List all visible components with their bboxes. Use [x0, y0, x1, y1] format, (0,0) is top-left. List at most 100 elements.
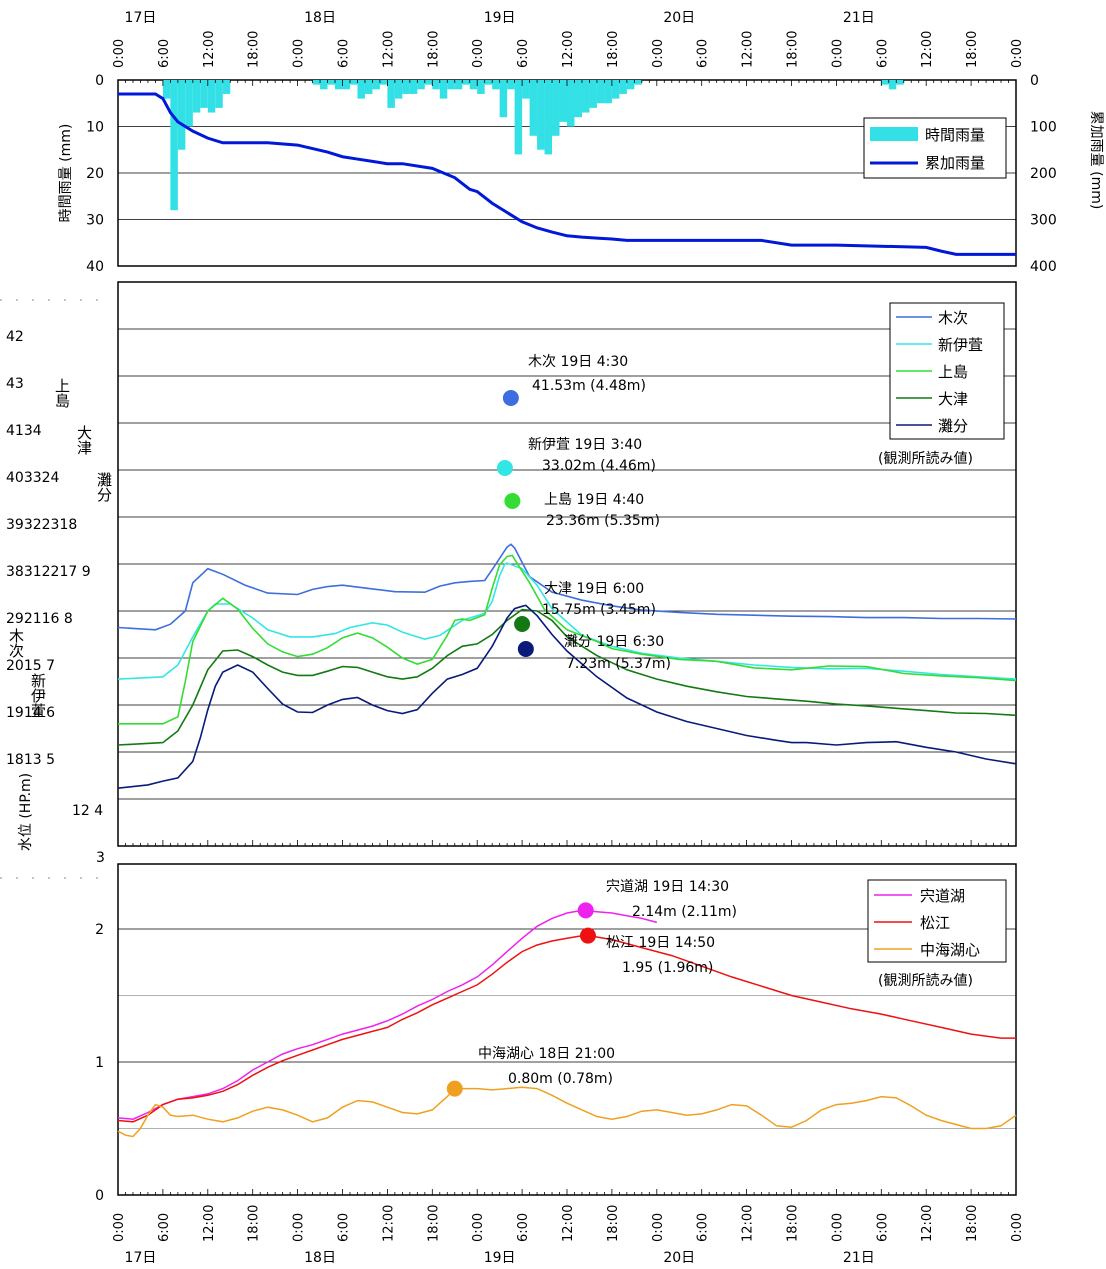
rainfall-bar	[222, 80, 231, 94]
bottom-time-tick-label: 18:00	[965, 1205, 980, 1242]
bottom-time-tick-label: 0:00	[471, 1213, 486, 1242]
rainfall-bar	[364, 80, 373, 94]
rain-ylabel-right: 累加雨量 (mm)	[1088, 111, 1104, 210]
rainfall-bar	[514, 80, 523, 155]
rainfall-bar	[484, 80, 493, 85]
rainfall-bar	[454, 80, 463, 90]
rainfall-bar	[881, 80, 889, 85]
river-ytick: 292116 8	[6, 611, 73, 627]
top-time-tick-label: 12:00	[920, 31, 935, 68]
legend-label: 大津	[938, 390, 968, 408]
bottom-time-tick-label: 6:00	[337, 1213, 352, 1242]
top-time-tick-label: 12:00	[741, 31, 756, 68]
bottom-time-tick-label: 12:00	[561, 1205, 576, 1242]
rainfall-bar	[162, 80, 171, 99]
top-time-tick-label: 0:00	[471, 39, 486, 68]
lake-ytick: 0	[95, 1188, 104, 1204]
top-day-label: 20日	[663, 10, 695, 26]
rainfall-bar	[357, 80, 365, 99]
rainfall-bar	[312, 80, 321, 85]
rainfall-bar	[327, 80, 336, 85]
rainfall-bar	[469, 80, 478, 90]
peak-value: 41.53m (4.48m)	[532, 378, 646, 394]
legend-label: 松江	[920, 914, 950, 932]
peak-label: 灘分 19日 6:30	[564, 634, 664, 650]
top-time-tick-label: 0:00	[830, 39, 845, 68]
rainfall-bar	[192, 80, 201, 113]
river-ytick: 12 4	[72, 803, 103, 819]
top-time-tick-label: 6:00	[516, 39, 531, 68]
legend-note: (観測所読み値)	[878, 972, 973, 989]
peak-value: 33.02m (4.46m)	[542, 458, 656, 474]
rainfall-bar	[619, 80, 627, 94]
rain-ytick-left: 20	[86, 166, 104, 182]
top-time-tick-label: 12:00	[561, 31, 576, 68]
bottom-day-label: 18日	[304, 1250, 336, 1266]
rain-ytick-right: 0	[1030, 73, 1039, 89]
rainfall-bar	[200, 80, 208, 108]
peak-marker	[517, 641, 534, 657]
peak-value: 1.95 (1.96m)	[622, 960, 713, 976]
peak-value: 23.36m (5.35m)	[546, 513, 660, 529]
river-ytick: 4134	[6, 423, 42, 439]
legend-label: 灘分	[938, 417, 968, 435]
rainfall-bar	[387, 80, 395, 108]
peak-label: 宍道湖 19日 14:30	[606, 879, 729, 895]
rainfall-bar	[335, 80, 343, 90]
bottom-day-label: 19日	[484, 1250, 516, 1266]
top-time-tick-label: 18:00	[786, 31, 801, 68]
rainfall-bar	[544, 80, 553, 155]
river-panel: 42 43 4134 403324 39322318 38312217 9 292116 8…	[0, 281, 1017, 879]
rainfall-bar	[477, 80, 485, 94]
cumulative-rainfall-line	[118, 92, 1016, 256]
peak-label: 木次 19日 4:30	[528, 354, 628, 370]
rain-ylabel-left: 時間雨量 (mm)	[58, 124, 74, 223]
legend-label: 累加雨量	[925, 154, 985, 172]
river-ylabel: 水位 (HP.m)	[18, 773, 34, 851]
top-time-tick-label: 6:00	[875, 39, 890, 68]
river-side-label: 新伊萓	[29, 673, 47, 718]
rainfall-bar	[559, 80, 567, 122]
top-time-tick-label: 6:00	[157, 39, 172, 68]
rainfall-bar	[896, 80, 904, 85]
bottom-time-tick-label: 0:00	[112, 1213, 127, 1242]
river-side-label: 上島	[53, 378, 71, 408]
bottom-time-tick-label: 0:00	[651, 1213, 666, 1242]
river-side-label: 木次	[7, 628, 25, 658]
peak-label: 大津 19日 6:00	[544, 581, 644, 597]
river-ytick: 2015 7	[6, 658, 55, 674]
bottom-day-label: 20日	[663, 1250, 695, 1266]
legend-label: 宍道湖	[920, 887, 965, 905]
bottom-time-tick-label: 18:00	[606, 1205, 621, 1242]
river-series-line	[117, 543, 1017, 631]
bottom-day-label: 21日	[843, 1250, 875, 1266]
river-series-line	[118, 554, 1017, 725]
rainfall-bar	[177, 80, 186, 150]
river-ytick: 39322318	[6, 517, 77, 533]
rainfall-bar	[394, 80, 403, 99]
peak-marker	[504, 493, 521, 509]
rainfall-bar	[499, 80, 508, 118]
rainfall-bar	[462, 80, 470, 85]
rainfall-bar	[439, 80, 448, 99]
river-ytick: 43	[6, 376, 24, 392]
rainfall-bar	[596, 80, 605, 104]
bottom-time-tick-label: 0:00	[292, 1213, 307, 1242]
legend-swatch	[870, 127, 918, 141]
top-day-label: 21日	[843, 10, 875, 26]
rain-ytick-right: 100	[1030, 120, 1057, 136]
top-time-tick-label: 18:00	[965, 31, 980, 68]
top-time-tick-label: 12:00	[202, 31, 217, 68]
rainfall-bar	[574, 80, 582, 118]
bottom-day-label: 17日	[125, 1250, 157, 1266]
rainfall-bar	[349, 80, 358, 85]
bottom-time-tick-label: 6:00	[696, 1213, 711, 1242]
rainfall-bar	[604, 80, 612, 104]
top-time-tick-label: 6:00	[696, 39, 711, 68]
lake-series-line	[117, 909, 657, 1120]
bottom-time-tick-label: 6:00	[516, 1213, 531, 1242]
river-ytick: 1914 6	[6, 705, 55, 721]
peak-label: 上島 19日 4:40	[544, 492, 644, 508]
